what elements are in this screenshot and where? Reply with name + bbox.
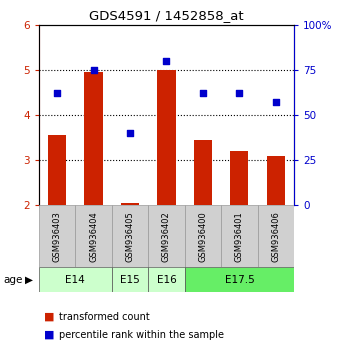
Point xyxy=(164,58,169,64)
Bar xyxy=(148,205,185,267)
Point xyxy=(200,91,206,96)
Text: GSM936402: GSM936402 xyxy=(162,211,171,262)
Bar xyxy=(185,267,294,292)
Bar xyxy=(39,205,75,267)
Text: ▶: ▶ xyxy=(25,275,33,285)
Bar xyxy=(158,70,175,205)
Text: GSM936403: GSM936403 xyxy=(53,211,62,262)
Text: age: age xyxy=(3,275,23,285)
Bar xyxy=(267,156,285,205)
Bar xyxy=(112,267,148,292)
Bar xyxy=(185,205,221,267)
Text: transformed count: transformed count xyxy=(59,312,150,322)
Bar xyxy=(194,140,212,205)
Point xyxy=(127,130,133,136)
Text: percentile rank within the sample: percentile rank within the sample xyxy=(59,330,224,339)
Text: GSM936400: GSM936400 xyxy=(198,211,208,262)
Bar xyxy=(39,267,112,292)
Bar xyxy=(258,205,294,267)
Text: E16: E16 xyxy=(156,275,176,285)
Text: E14: E14 xyxy=(66,275,85,285)
Bar xyxy=(75,205,112,267)
Bar xyxy=(230,151,248,205)
Bar xyxy=(84,72,103,205)
Text: ■: ■ xyxy=(44,330,54,339)
Text: GSM936404: GSM936404 xyxy=(89,211,98,262)
Bar xyxy=(221,205,258,267)
Bar xyxy=(112,205,148,267)
Text: ■: ■ xyxy=(44,312,54,322)
Bar xyxy=(121,203,139,205)
Text: E15: E15 xyxy=(120,275,140,285)
Text: GSM936401: GSM936401 xyxy=(235,211,244,262)
Bar xyxy=(148,267,185,292)
Text: E17.5: E17.5 xyxy=(224,275,254,285)
Point xyxy=(237,91,242,96)
Point xyxy=(91,67,96,73)
Point xyxy=(273,99,279,105)
Text: GSM936406: GSM936406 xyxy=(271,211,280,262)
Title: GDS4591 / 1452858_at: GDS4591 / 1452858_at xyxy=(89,9,244,22)
Point xyxy=(54,91,60,96)
Text: GSM936405: GSM936405 xyxy=(125,211,135,262)
Bar xyxy=(48,135,66,205)
